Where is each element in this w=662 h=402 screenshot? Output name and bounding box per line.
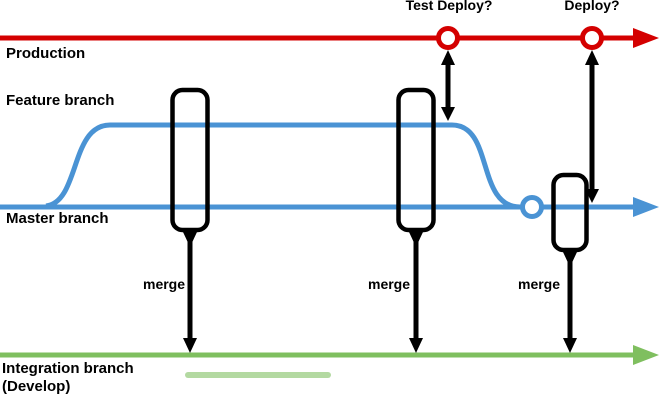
production-lane-label: Production (6, 45, 86, 62)
deploy-arrowhead-down-icon (441, 107, 455, 121)
merge-arrow-3 (563, 252, 577, 353)
feature-branch-path (45, 122, 521, 210)
production-arrowhead-icon (633, 28, 659, 48)
merge-arrow-1 (183, 232, 197, 353)
master-branch-lane-label: Master branch (6, 210, 109, 227)
deploy-label: Deploy? (564, 0, 620, 13)
merge-arrowhead-top-icon (183, 232, 197, 247)
integration-branch-label-line1: Integration branch (2, 360, 134, 377)
merge-arrowhead-bottom-icon (563, 338, 577, 353)
deploy-arrowhead-down-icon (585, 189, 599, 203)
release-balloon-1 (170, 87, 210, 233)
merge-arrowhead-top-icon (409, 232, 423, 247)
feature-branch-lane-label: Feature branch (6, 92, 115, 109)
develop-arrowhead-icon (633, 345, 659, 365)
deploy-arrow (585, 50, 599, 203)
merge-arrow-2 (409, 232, 423, 353)
deploy-arrowhead-up-icon (441, 50, 455, 65)
test-deploy-arrow (441, 50, 455, 121)
deploy-arrowhead-up-icon (585, 50, 599, 65)
merge-label-2: merge (368, 276, 411, 292)
merge-arrowhead-bottom-icon (183, 338, 197, 353)
merge-label-1: merge (143, 276, 186, 292)
test-deploy-label: Test Deploy? (405, 0, 493, 13)
feature-merge-commit-circle (520, 195, 544, 219)
release-balloon-2 (396, 87, 436, 233)
deploy-point-circle (580, 26, 604, 50)
develop-light-segment (185, 372, 331, 378)
merge-arrowhead-top-icon (563, 252, 577, 267)
merge-arrowhead-bottom-icon (409, 338, 423, 353)
release-balloon-3 (551, 172, 589, 253)
test-deploy-point-circle (436, 26, 460, 50)
master-arrowhead-icon (633, 197, 659, 217)
integration-branch-label-line2: (Develop) (2, 378, 71, 395)
merge-label-3: merge (518, 276, 561, 292)
